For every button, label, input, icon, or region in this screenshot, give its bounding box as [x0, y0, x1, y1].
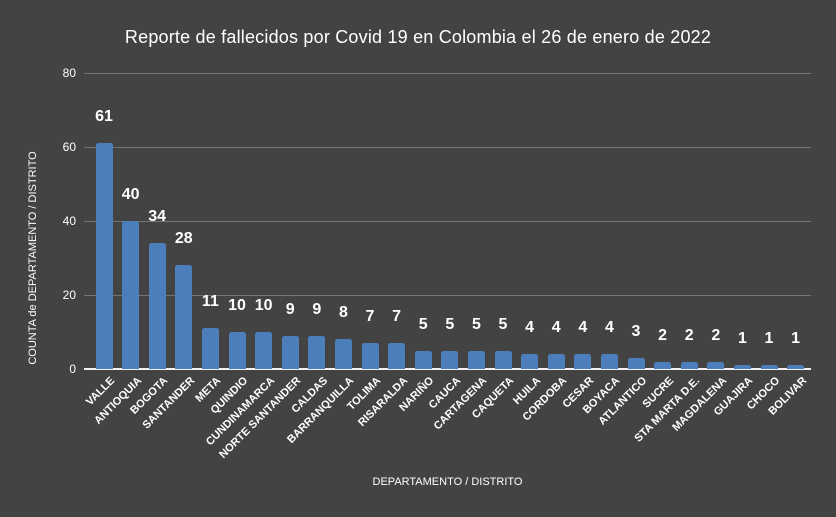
- bar-value-label: 1: [791, 330, 801, 348]
- y-tick-label: 0: [69, 362, 76, 376]
- bar-value-label: 11: [201, 293, 219, 311]
- bar-value-label: 5: [445, 315, 455, 333]
- y-tick-label: 60: [62, 140, 76, 154]
- gridline: [84, 72, 811, 74]
- bar-choco: [760, 365, 778, 369]
- bar-norte-santander: [281, 335, 299, 369]
- bar-antioquia: [122, 221, 140, 369]
- gridline: [84, 294, 811, 296]
- x-axis-title: DEPARTAMENTO / DISTRITO: [372, 476, 523, 488]
- bar-value-label: 61: [95, 108, 113, 126]
- bar-value-label: 7: [365, 308, 375, 326]
- bar-bogota: [148, 243, 166, 369]
- bar-value-label: 8: [338, 304, 348, 322]
- bar-nari-o: [414, 350, 432, 369]
- bar-value-label: 10: [228, 297, 246, 314]
- bar-value-label: 5: [471, 315, 481, 333]
- bar-magdalena: [707, 361, 725, 369]
- bar-risaralda: [388, 343, 406, 369]
- bar-value-label: 2: [684, 326, 694, 344]
- bar-value-label: 1: [737, 330, 747, 348]
- bar-cundinamarca: [255, 332, 273, 369]
- bar-cartagena: [467, 350, 485, 369]
- bar-quindio: [228, 332, 246, 369]
- y-axis-title: COUNTA de DEPARTAMENTO / DISTRITO: [27, 151, 39, 365]
- bar-value-label: 4: [525, 319, 535, 337]
- bar-value-label: 4: [551, 319, 561, 337]
- bar-boyaca: [600, 354, 618, 369]
- bar-value-label: 7: [392, 308, 402, 326]
- bar-tolima: [361, 343, 379, 369]
- y-tick-label: 80: [62, 66, 76, 80]
- bar-value-label: 10: [254, 297, 273, 314]
- bar-value-label: 1: [764, 330, 774, 348]
- bar-caldas: [308, 335, 326, 369]
- bar-value-label: 4: [578, 319, 588, 337]
- bar-valle: [95, 143, 113, 369]
- bar-value-label: 2: [711, 326, 721, 344]
- bar-atlantico: [627, 357, 645, 369]
- bar-meta: [201, 328, 219, 369]
- chart-title: Reporte de fallecidos por Covid 19 en Co…: [124, 27, 712, 47]
- bar-value-label: 4: [604, 319, 614, 337]
- bar-value-label: 34: [148, 208, 167, 226]
- bar-caqueta: [494, 350, 512, 369]
- bar-cauca: [441, 350, 459, 369]
- bar-value-label: 40: [121, 186, 140, 203]
- bar-huila: [521, 354, 539, 369]
- bar-value-label: 3: [631, 322, 641, 340]
- bar-cesar: [574, 354, 592, 369]
- bar-bolivar: [787, 365, 805, 369]
- y-tick-label: 40: [62, 214, 76, 228]
- x-axis-line: [84, 368, 811, 370]
- bar-santander: [175, 265, 193, 369]
- bar-value-label: 5: [498, 315, 508, 333]
- bar-value-label: 9: [312, 300, 322, 318]
- bar-barranquilla: [334, 339, 352, 369]
- bar-value-label: 28: [174, 230, 193, 248]
- gridline: [84, 146, 811, 148]
- bar-value-label: 2: [658, 326, 668, 344]
- y-tick-label: 20: [62, 288, 76, 302]
- bar-value-label: 5: [418, 315, 428, 333]
- gridline: [84, 220, 811, 222]
- bar-sucre: [654, 361, 672, 369]
- bar-value-label: 9: [285, 300, 295, 318]
- bar-cordoba: [547, 354, 565, 369]
- bar-sta-marta-d-e: [680, 361, 698, 369]
- bar-guajira: [733, 365, 751, 369]
